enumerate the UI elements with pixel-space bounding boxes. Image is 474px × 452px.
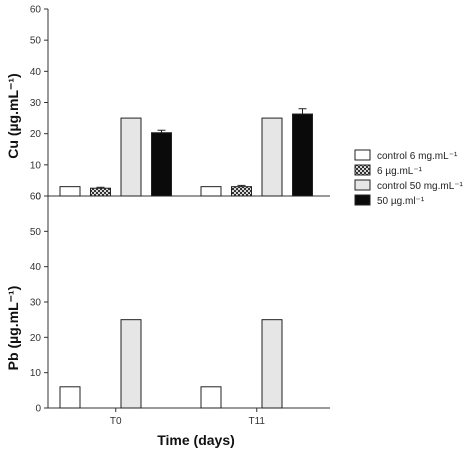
bar <box>200 386 222 409</box>
cu-axis-title: Cu (µg.mL⁻¹) <box>5 73 21 158</box>
legend-swatch <box>354 164 371 176</box>
pb-panel: 0 10 20 30 40 50 60 T0 T11 <box>30 192 330 427</box>
x-tick-label: T11 <box>249 416 266 427</box>
y-tick-label: 30 <box>30 298 42 309</box>
y-tick-label: 40 <box>30 262 42 273</box>
bar <box>90 187 111 197</box>
bar <box>261 117 283 197</box>
y-tick-label: 50 <box>30 227 42 238</box>
legend-swatch <box>354 179 371 191</box>
y-tick-label: 20 <box>30 129 42 140</box>
y-tick-label: 10 <box>30 368 42 379</box>
legend-label: 6 µg.mL⁻¹ <box>377 166 423 177</box>
bar <box>261 319 283 409</box>
legend-label: control 6 mg.mL⁻¹ <box>377 151 458 162</box>
y-tick-label: 60 <box>30 192 42 203</box>
y-tick-label: 20 <box>30 333 42 344</box>
y-tick-label: 0 <box>35 192 41 203</box>
bar <box>200 186 222 197</box>
bar <box>120 319 142 409</box>
legend: control 6 mg.mL⁻¹ 6 µg.mL⁻¹ control 50 mg.… <box>354 149 464 207</box>
y-tick-label: 30 <box>30 98 42 109</box>
pb-axis-title: Pb (µg.mL⁻¹) <box>5 286 21 371</box>
legend-swatch <box>354 149 371 161</box>
bar <box>120 117 142 197</box>
cu-panel: 0 10 20 30 40 50 60 <box>30 5 330 203</box>
bar <box>59 386 81 409</box>
x-axis-title: Time (days) <box>157 432 235 448</box>
y-tick-label: 50 <box>30 36 42 47</box>
bar <box>59 186 81 197</box>
y-tick-label: 0 <box>35 404 41 415</box>
legend-label: control 50 mg.mL⁻¹ <box>377 181 464 192</box>
bar <box>231 186 252 197</box>
x-tick-label: T0 <box>110 416 122 427</box>
legend-swatch <box>354 194 371 206</box>
y-tick-label: 10 <box>30 160 42 171</box>
bar <box>292 113 313 197</box>
bar <box>151 132 172 197</box>
y-tick-label: 40 <box>30 67 42 78</box>
legend-label: 50 µg.ml⁻¹ <box>377 196 425 207</box>
y-tick-label: 60 <box>30 5 42 16</box>
